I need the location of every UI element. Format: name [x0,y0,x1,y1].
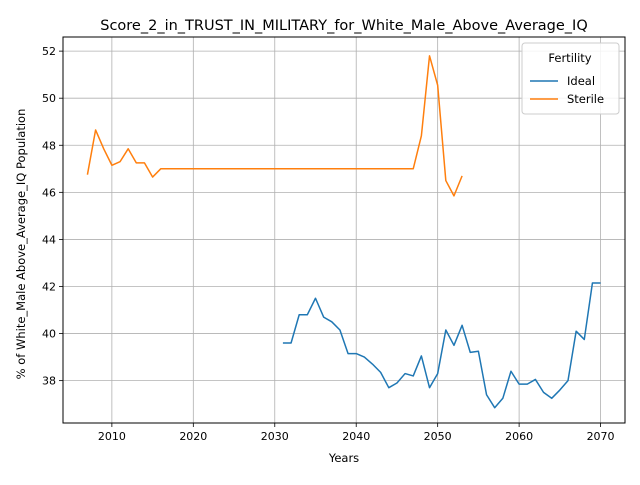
x-tick-label: 2030 [261,430,289,443]
series-lines [86,55,601,409]
x-tick-label: 2010 [98,430,126,443]
legend-title: Fertility [548,51,591,65]
legend-box [521,42,620,115]
x-tick-label: 2050 [424,430,452,443]
y-tick-label: 42 [42,280,56,293]
x-tick-label: 2070 [587,430,615,443]
plot-area-frame [62,36,626,424]
y-tick-label: 48 [42,139,56,152]
x-tick-label: 2040 [342,430,370,443]
series-line-ideal [282,282,601,409]
legend-label-ideal: Ideal [567,74,595,88]
y-tick-label: 38 [42,375,56,388]
x-tick-label: 2060 [505,430,533,443]
axis-ticks: 2010 2020 2030 2040 2050 2060 2070 38 40 42 44 46 48… [42,45,615,443]
y-tick-label: 40 [42,328,56,341]
legend-label-sterile: Sterile [567,92,604,106]
y-tick-label: 44 [42,233,56,246]
y-tick-label: 52 [42,45,56,58]
x-axis-label: Years [328,451,359,465]
y-axis-label: % of White_Male Above_Average_IQ Populat… [14,109,28,380]
x-tick-label: 2020 [179,430,207,443]
series-line-sterile [86,55,463,197]
y-tick-label: 50 [42,92,56,105]
chart-title: Score_2_in_TRUST_IN_MILITARY_for_White_M… [100,18,588,34]
legend: Fertility Ideal Sterile [521,42,620,115]
y-tick-label: 46 [42,186,56,199]
